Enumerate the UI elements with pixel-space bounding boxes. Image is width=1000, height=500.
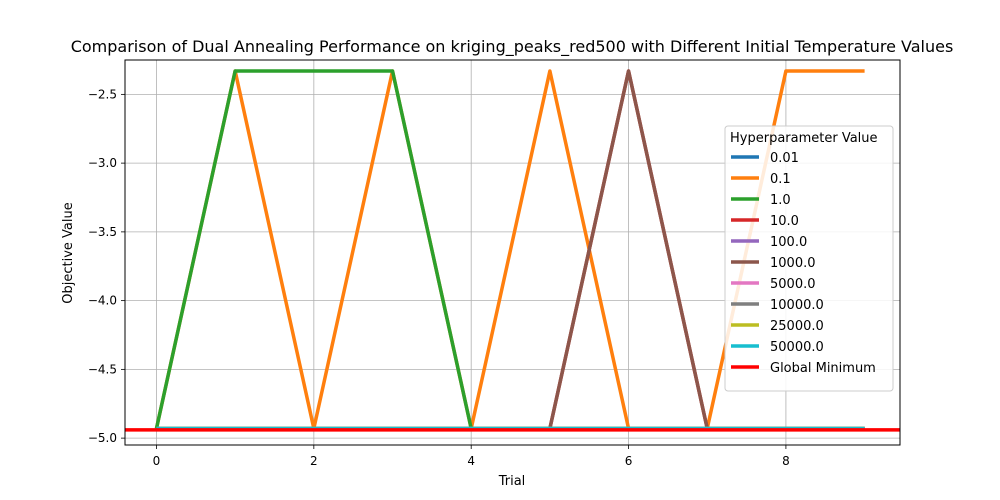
legend-label: 5000.0 xyxy=(770,277,816,292)
legend-label: 50000.0 xyxy=(770,340,824,355)
legend-label: 25000.0 xyxy=(770,319,824,334)
x-tick-label: 2 xyxy=(310,454,318,468)
axis-ticks: 0 2 4 6 8 −5.0 −4.5 −4.0 −3.5 −3.0 −2.5 xyxy=(88,87,790,468)
legend-label: Global Minimum xyxy=(770,361,876,376)
x-tick-label: 8 xyxy=(782,454,790,468)
y-tick-label: −2.5 xyxy=(88,87,117,101)
legend-label: 1000.0 xyxy=(770,256,816,271)
legend: Hyperparameter Value 0.01 0.1 1.0 10.0 100.0 1… xyxy=(724,125,894,392)
chart-title: Comparison of Dual Annealing Performance… xyxy=(71,37,954,57)
plot-frame xyxy=(124,59,901,446)
x-axis-label: Trial xyxy=(498,474,526,489)
y-tick-label: −5.0 xyxy=(88,431,117,445)
x-tick-label: 4 xyxy=(467,454,475,468)
legend-label: 100.0 xyxy=(770,235,807,250)
legend-title: Hyperparameter Value xyxy=(730,131,878,146)
y-tick-label: −3.5 xyxy=(88,225,117,239)
y-tick-label: −4.0 xyxy=(88,294,117,308)
x-tick-label: 0 xyxy=(153,454,161,468)
legend-label: 1.0 xyxy=(770,193,791,208)
legend-label: 0.01 xyxy=(770,151,799,166)
legend-box xyxy=(724,125,894,392)
x-tick-label: 6 xyxy=(625,454,633,468)
y-tick-label: −4.5 xyxy=(88,362,117,376)
legend-label: 0.1 xyxy=(770,172,791,187)
legend-label: 10000.0 xyxy=(770,298,824,313)
y-tick-label: −3.0 xyxy=(88,156,117,170)
legend-label: 10.0 xyxy=(770,214,799,229)
y-axis-label: Objective Value xyxy=(61,202,76,303)
